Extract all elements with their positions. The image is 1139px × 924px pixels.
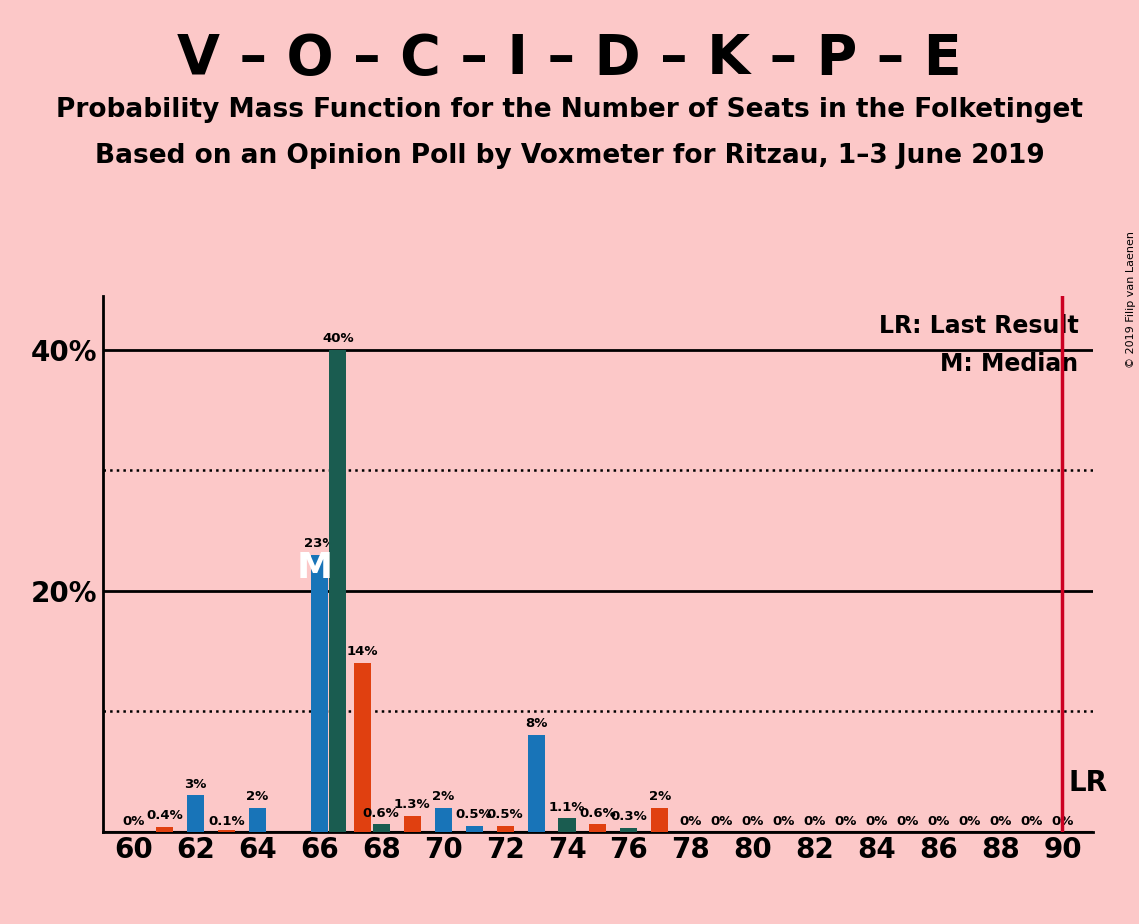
Bar <box>590 824 606 832</box>
Text: 0.1%: 0.1% <box>208 815 245 828</box>
Text: M: Median: M: Median <box>941 352 1079 376</box>
Text: 0.5%: 0.5% <box>486 808 524 821</box>
Text: © 2019 Filip van Laenen: © 2019 Filip van Laenen <box>1125 231 1136 368</box>
Text: 0%: 0% <box>680 815 702 828</box>
Text: Probability Mass Function for the Number of Seats in the Folketinget: Probability Mass Function for the Number… <box>56 97 1083 123</box>
Bar <box>354 663 371 832</box>
Text: LR: Last Result: LR: Last Result <box>879 314 1079 338</box>
Text: 0%: 0% <box>866 815 888 828</box>
Text: 1.1%: 1.1% <box>549 800 585 813</box>
Bar <box>329 350 346 832</box>
Text: LR: LR <box>1068 770 1107 797</box>
Text: 0%: 0% <box>896 815 919 828</box>
Bar <box>435 808 452 832</box>
Bar <box>621 828 638 832</box>
Bar <box>558 819 575 832</box>
Text: V – O – C – I – D – K – P – E: V – O – C – I – D – K – P – E <box>178 32 961 86</box>
Bar <box>156 827 173 832</box>
Text: M: M <box>296 551 333 585</box>
Bar <box>218 831 235 832</box>
Bar <box>403 816 420 832</box>
Text: 0%: 0% <box>741 815 764 828</box>
Bar <box>372 824 390 832</box>
Text: 0%: 0% <box>927 815 950 828</box>
Text: 0.4%: 0.4% <box>146 809 183 822</box>
Text: 0.3%: 0.3% <box>611 810 647 823</box>
Text: 0%: 0% <box>711 815 734 828</box>
Text: 0%: 0% <box>772 815 795 828</box>
Text: 0%: 0% <box>1021 815 1042 828</box>
Bar <box>527 736 544 832</box>
Text: 0.6%: 0.6% <box>580 807 616 820</box>
Bar <box>187 796 204 832</box>
Text: 14%: 14% <box>347 645 378 658</box>
Text: 0%: 0% <box>835 815 857 828</box>
Bar <box>497 825 514 832</box>
Text: 1.3%: 1.3% <box>394 798 431 811</box>
Text: 2%: 2% <box>246 790 269 803</box>
Text: 0%: 0% <box>1051 815 1074 828</box>
Text: 23%: 23% <box>303 537 335 550</box>
Bar <box>466 825 483 832</box>
Text: 0%: 0% <box>958 815 981 828</box>
Text: 0%: 0% <box>990 815 1011 828</box>
Bar <box>311 554 328 832</box>
Text: 0.6%: 0.6% <box>363 807 400 820</box>
Text: 40%: 40% <box>322 332 354 345</box>
Text: 3%: 3% <box>185 778 206 791</box>
Bar <box>652 808 669 832</box>
Text: 0%: 0% <box>122 815 145 828</box>
Bar <box>248 808 265 832</box>
Text: Based on an Opinion Poll by Voxmeter for Ritzau, 1–3 June 2019: Based on an Opinion Poll by Voxmeter for… <box>95 143 1044 169</box>
Text: 0%: 0% <box>803 815 826 828</box>
Text: 8%: 8% <box>525 717 547 731</box>
Text: 0.5%: 0.5% <box>456 808 492 821</box>
Text: 2%: 2% <box>432 790 454 803</box>
Text: 2%: 2% <box>649 790 671 803</box>
